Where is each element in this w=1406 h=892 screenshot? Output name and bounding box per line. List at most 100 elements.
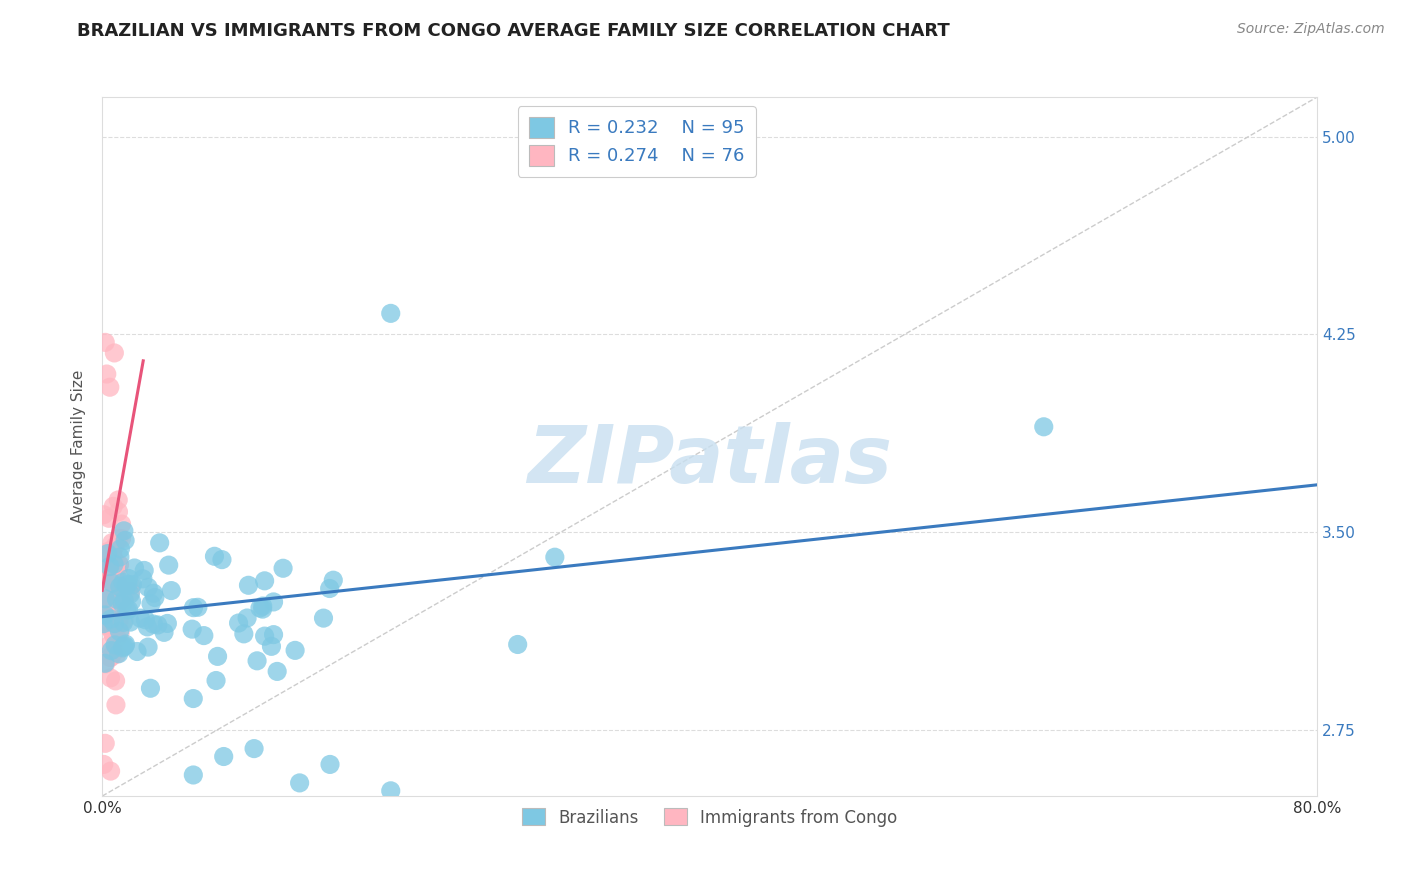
Point [98, 559, 121, 574]
Point [104, 673, 127, 688]
Point [104, 540, 127, 554]
Point [125, 644, 148, 658]
Point [107, 562, 129, 576]
Point [129, 611, 152, 625]
Point [139, 597, 162, 611]
Point [100, 764, 122, 778]
Point [260, 640, 283, 654]
Point [93, 577, 115, 591]
Point [108, 624, 131, 639]
Point [98, 650, 121, 665]
Point [94, 591, 117, 606]
Text: Source: ZipAtlas.com: Source: ZipAtlas.com [1237, 22, 1385, 37]
Point [252, 599, 274, 613]
Point [246, 654, 269, 668]
Point [94, 335, 117, 350]
Point [146, 618, 169, 632]
Point [103, 591, 125, 606]
Point [91, 604, 114, 618]
Point [318, 582, 340, 596]
Point [101, 647, 124, 661]
Point [160, 583, 183, 598]
Point [108, 580, 131, 594]
Point [112, 524, 135, 538]
Point [101, 543, 124, 558]
Point [100, 650, 122, 665]
Point [101, 620, 124, 634]
Point [97, 595, 120, 609]
Point [104, 566, 127, 581]
Point [100, 612, 122, 626]
Point [322, 573, 344, 587]
Point [105, 575, 128, 590]
Point [187, 600, 209, 615]
Point [114, 593, 136, 607]
Point [98, 576, 121, 591]
Point [207, 649, 229, 664]
Point [139, 681, 162, 696]
Point [104, 622, 127, 636]
Point [94, 606, 117, 620]
Point [91, 616, 114, 631]
Point [117, 572, 139, 586]
Point [97, 573, 120, 587]
Point [312, 611, 335, 625]
Point [103, 557, 125, 571]
Point [288, 776, 311, 790]
Point [136, 620, 159, 634]
Legend: Brazilians, Immigrants from Congo: Brazilians, Immigrants from Congo [515, 802, 904, 833]
Point [94, 595, 117, 609]
Point [97, 602, 120, 616]
Point [104, 582, 127, 597]
Point [134, 564, 156, 578]
Text: ZIPatlas: ZIPatlas [527, 422, 893, 500]
Point [120, 587, 142, 601]
Point [117, 577, 139, 591]
Point [143, 591, 166, 605]
Point [103, 609, 125, 624]
Point [105, 647, 128, 661]
Point [136, 640, 159, 654]
Point [96, 574, 118, 588]
Point [232, 627, 254, 641]
Point [104, 698, 127, 712]
Point [112, 615, 135, 630]
Point [101, 549, 124, 563]
Point [111, 597, 134, 611]
Point [205, 673, 228, 688]
Point [120, 615, 142, 629]
Point [134, 613, 156, 627]
Point [112, 593, 135, 607]
Point [93, 508, 115, 522]
Point [506, 638, 529, 652]
Point [156, 616, 179, 631]
Point [142, 617, 165, 632]
Point [105, 632, 128, 646]
Point [94, 657, 117, 671]
Point [204, 549, 226, 564]
Point [136, 581, 159, 595]
Point [266, 665, 288, 679]
Point [98, 638, 121, 652]
Point [93, 605, 115, 619]
Point [183, 600, 205, 615]
Point [112, 640, 135, 654]
Point [108, 614, 131, 628]
Point [107, 505, 129, 519]
Point [380, 306, 402, 320]
Point [94, 618, 117, 632]
Point [110, 541, 132, 556]
Point [110, 517, 132, 532]
Point [107, 492, 129, 507]
Point [114, 533, 136, 548]
Point [103, 616, 125, 631]
Point [263, 627, 285, 641]
Point [105, 592, 128, 607]
Point [94, 607, 117, 622]
Point [112, 613, 135, 627]
Point [111, 591, 134, 606]
Point [96, 553, 118, 567]
Point [124, 561, 146, 575]
Point [121, 577, 143, 591]
Point [98, 597, 121, 611]
